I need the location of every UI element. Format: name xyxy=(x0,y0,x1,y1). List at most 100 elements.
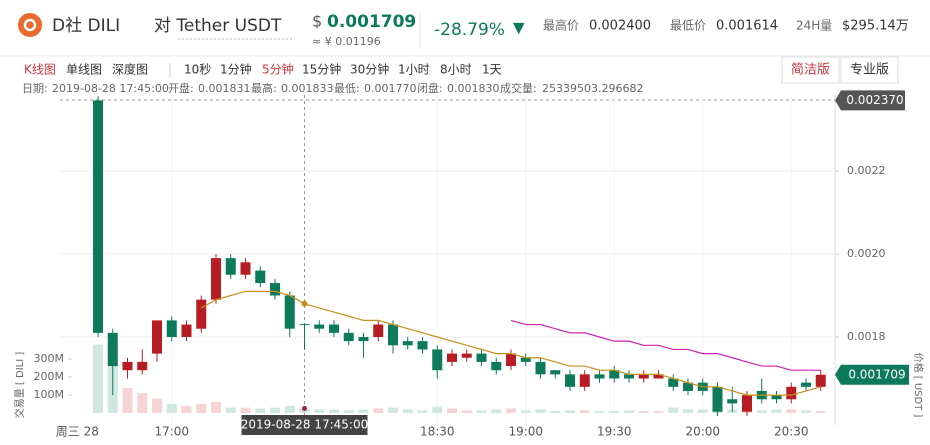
info-text: 日期: xyxy=(22,82,48,95)
volume-bar xyxy=(211,402,221,413)
candle-body xyxy=(815,374,826,387)
coin-logo xyxy=(18,13,42,37)
volume-bar xyxy=(196,404,207,413)
interval-tab[interactable]: 1天 xyxy=(482,63,502,77)
candle-body xyxy=(594,374,605,379)
x-tick-label: 20:30 xyxy=(774,425,809,439)
volume-bar xyxy=(166,404,177,413)
crosshair-date-label: 2019-08-28 17:45:00 xyxy=(241,418,368,432)
volume-bar xyxy=(653,411,664,413)
info-text: 0.001831 xyxy=(198,82,251,95)
low-label: 最低价 xyxy=(670,19,706,33)
candle-body xyxy=(638,374,649,379)
volume-bar xyxy=(815,411,826,413)
candle-body xyxy=(461,353,472,358)
low-value: 0.001614 xyxy=(716,19,778,34)
crosshair-point xyxy=(301,300,308,307)
interval-tab[interactable]: 30分钟 xyxy=(350,62,389,77)
info-text: 成交量: xyxy=(500,81,537,95)
candle-body xyxy=(653,374,664,379)
info-text: 0.001833 xyxy=(281,82,334,95)
volume-tick-label: 200M xyxy=(34,370,65,383)
candle-body xyxy=(314,324,325,329)
volume-bar xyxy=(417,410,428,413)
interval-tab[interactable]: 1小时 xyxy=(398,63,430,77)
x-start-label: 周三 28 xyxy=(56,425,99,439)
version-button[interactable] xyxy=(840,56,899,84)
candle-body xyxy=(402,341,413,346)
volume-bar xyxy=(609,411,620,413)
last-price-box xyxy=(835,364,909,385)
candle-body xyxy=(329,324,339,333)
volume-label: 24H量 xyxy=(796,19,832,33)
candle-body xyxy=(432,349,443,371)
x-tick-label: 17:00 xyxy=(154,425,189,439)
candle-body xyxy=(152,320,162,354)
interval-tab[interactable]: 10秒 xyxy=(184,63,211,77)
volume-bar xyxy=(388,407,398,413)
volume-bar xyxy=(152,398,162,413)
version-label[interactable]: 专业版 xyxy=(850,63,889,78)
volume-bar xyxy=(624,410,634,413)
volume-bar xyxy=(771,409,782,413)
volume-tick-label: 100M xyxy=(34,388,65,401)
volume-bar xyxy=(579,410,590,413)
last-price: 0.001709 xyxy=(327,12,416,32)
volume-bar xyxy=(122,387,133,413)
info-text: 0.001830 xyxy=(447,82,500,95)
volume-bar xyxy=(343,410,354,413)
candle-body xyxy=(609,370,620,379)
candle-body xyxy=(624,374,634,379)
candle-body xyxy=(417,341,428,350)
high-value: 0.002400 xyxy=(589,19,651,34)
candle-body xyxy=(358,337,369,342)
volume-value: $295.14万 xyxy=(842,19,909,34)
volume-bar xyxy=(402,409,413,413)
interval-tab[interactable]: 15分钟 xyxy=(302,62,341,77)
candle-body xyxy=(388,324,398,346)
candle-body xyxy=(668,378,679,387)
candle-body xyxy=(801,382,811,387)
version-button[interactable] xyxy=(781,56,840,84)
volume-bar xyxy=(314,409,325,413)
info-text: 25339503.296682 xyxy=(542,82,643,95)
candle-body xyxy=(299,324,310,326)
candle-body xyxy=(579,374,590,387)
candle-body xyxy=(255,270,266,284)
info-text: 开盘: xyxy=(168,81,194,95)
volume-bar xyxy=(270,407,280,413)
candle-body xyxy=(520,357,531,362)
volume-bar xyxy=(638,411,649,413)
candle-body xyxy=(786,386,797,400)
candle-body xyxy=(196,299,207,329)
info-text: 0.001770 xyxy=(364,82,417,95)
candle-body xyxy=(343,332,354,342)
interval-tab[interactable]: 8小时 xyxy=(440,63,472,77)
moving-average-line xyxy=(510,319,821,371)
pair-name[interactable]: 对 Tether USDT xyxy=(154,16,282,36)
interval-tab[interactable]: 5分钟 xyxy=(262,62,294,77)
volume-bar xyxy=(225,407,236,413)
y-tick-label: 0.0018 xyxy=(847,330,886,343)
x-tick-label: 19:00 xyxy=(508,425,543,439)
volume-bar xyxy=(697,409,708,413)
interval-tab[interactable]: 1分钟 xyxy=(220,62,252,77)
candle-body xyxy=(122,361,133,371)
crosshair-volume-point xyxy=(302,405,307,411)
candle-body xyxy=(225,258,236,275)
chart-type-tab[interactable]: 单线图 xyxy=(66,63,102,77)
chart-type-tab[interactable]: K线图 xyxy=(24,63,56,77)
version-label[interactable]: 简洁版 xyxy=(791,62,830,78)
candle-body xyxy=(211,258,221,300)
coin-name: D社 DILI xyxy=(52,16,120,36)
volume-bar xyxy=(181,405,192,413)
volume-bar xyxy=(801,410,811,413)
candle-body xyxy=(270,283,280,296)
volume-bar xyxy=(358,409,369,413)
last-price-label: 0.001709 xyxy=(848,367,905,381)
candle-body xyxy=(491,361,502,371)
candle-body xyxy=(107,332,118,367)
chart-type-tab[interactable]: 深度图 xyxy=(112,62,148,77)
volume-bar xyxy=(476,410,487,413)
volume-bar xyxy=(432,406,443,413)
